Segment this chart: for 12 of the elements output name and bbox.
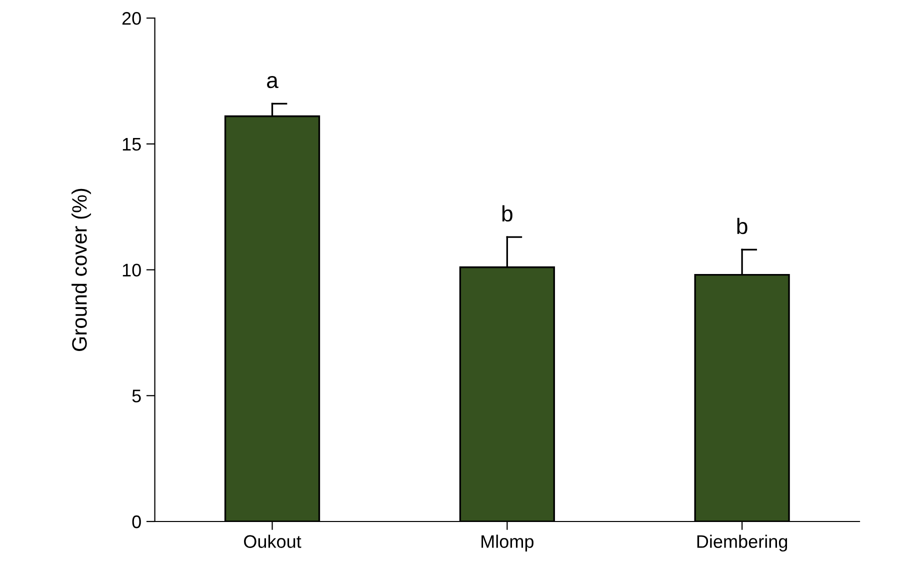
annotation: b xyxy=(502,205,512,222)
y-tick-label: 0 xyxy=(132,515,141,528)
x-tick-label: Oukout xyxy=(244,534,302,548)
y-tick-label: 20 xyxy=(122,12,141,25)
annotation: b xyxy=(737,218,748,234)
x-tick-label: Diembering xyxy=(697,534,788,552)
y-axis-title: Ground cover (%) xyxy=(72,188,91,351)
y-tick-label: 10 xyxy=(122,264,141,277)
y-tick-label: 15 xyxy=(122,138,141,151)
y-tick-label: 5 xyxy=(132,390,141,402)
annotation: a xyxy=(267,76,278,88)
x-tick-label: Mlomp xyxy=(482,534,534,552)
